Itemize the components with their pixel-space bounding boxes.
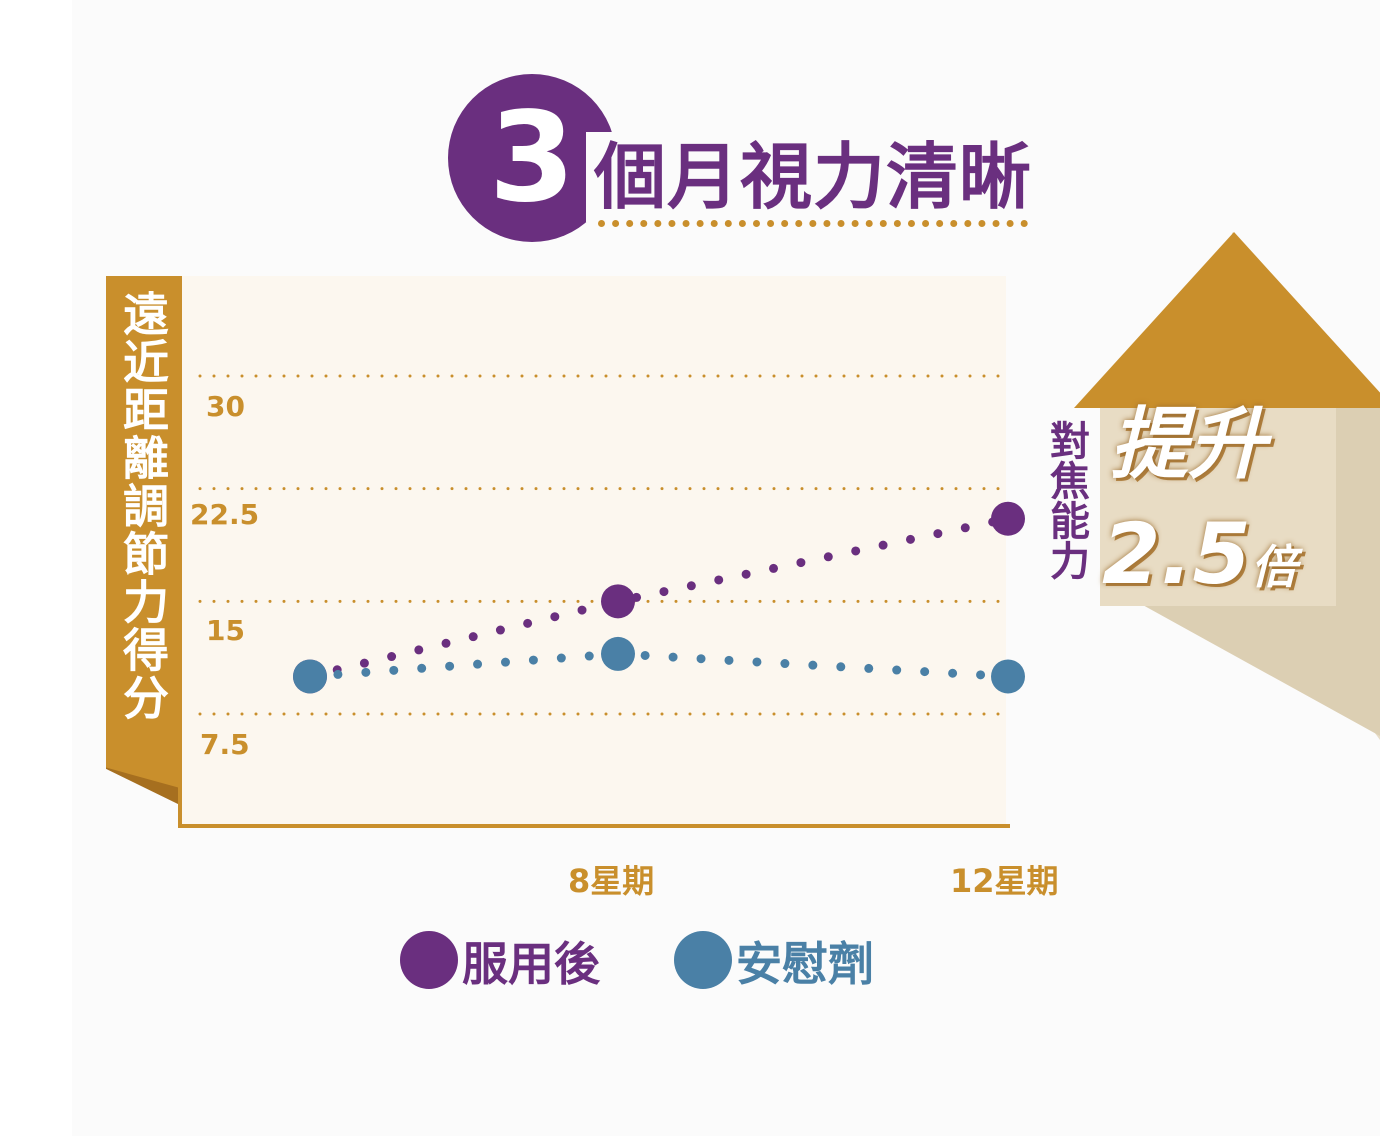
callout-side-text: 對焦能力 (1043, 420, 1089, 580)
callout-value-number: 2.5 (1102, 505, 1251, 603)
data-point (293, 659, 327, 694)
title-number: 3 (488, 86, 576, 230)
data-point (991, 501, 1025, 536)
y-tick-label: 15 (206, 614, 245, 647)
callout-value-suffix: 倍 (1250, 540, 1297, 594)
x-tick-label: 8星期 (568, 862, 655, 900)
data-point (601, 636, 635, 671)
callout-value: 2.5倍 (1102, 504, 1297, 617)
legend-label-treatment: 服用後 (462, 937, 600, 991)
y-axis-label-ribbon (106, 276, 180, 788)
callout-main-text: 提升 (1110, 400, 1267, 490)
plot-area (182, 276, 1006, 826)
arrow-body (1100, 400, 1336, 606)
data-point (601, 584, 635, 619)
y-tick-label: 22.5 (190, 498, 260, 531)
y-axis-line (178, 276, 182, 828)
page-title: 個月視力清晰 (586, 132, 1041, 222)
y-tick-label: 7.5 (200, 728, 250, 761)
data-point (991, 659, 1025, 694)
legend-marker-placebo (674, 931, 732, 989)
y-tick-label: 30 (206, 390, 245, 423)
title-underline (598, 220, 1028, 227)
x-axis-line (178, 824, 1010, 828)
y-axis-label: 遠近距離調節力得分 (116, 290, 170, 722)
series-line (305, 514, 1013, 681)
legend-label-placebo: 安慰劑 (736, 937, 874, 991)
legend-marker-treatment (400, 931, 458, 989)
series-line (305, 649, 1013, 681)
x-tick-label: 12星期 (950, 862, 1059, 900)
